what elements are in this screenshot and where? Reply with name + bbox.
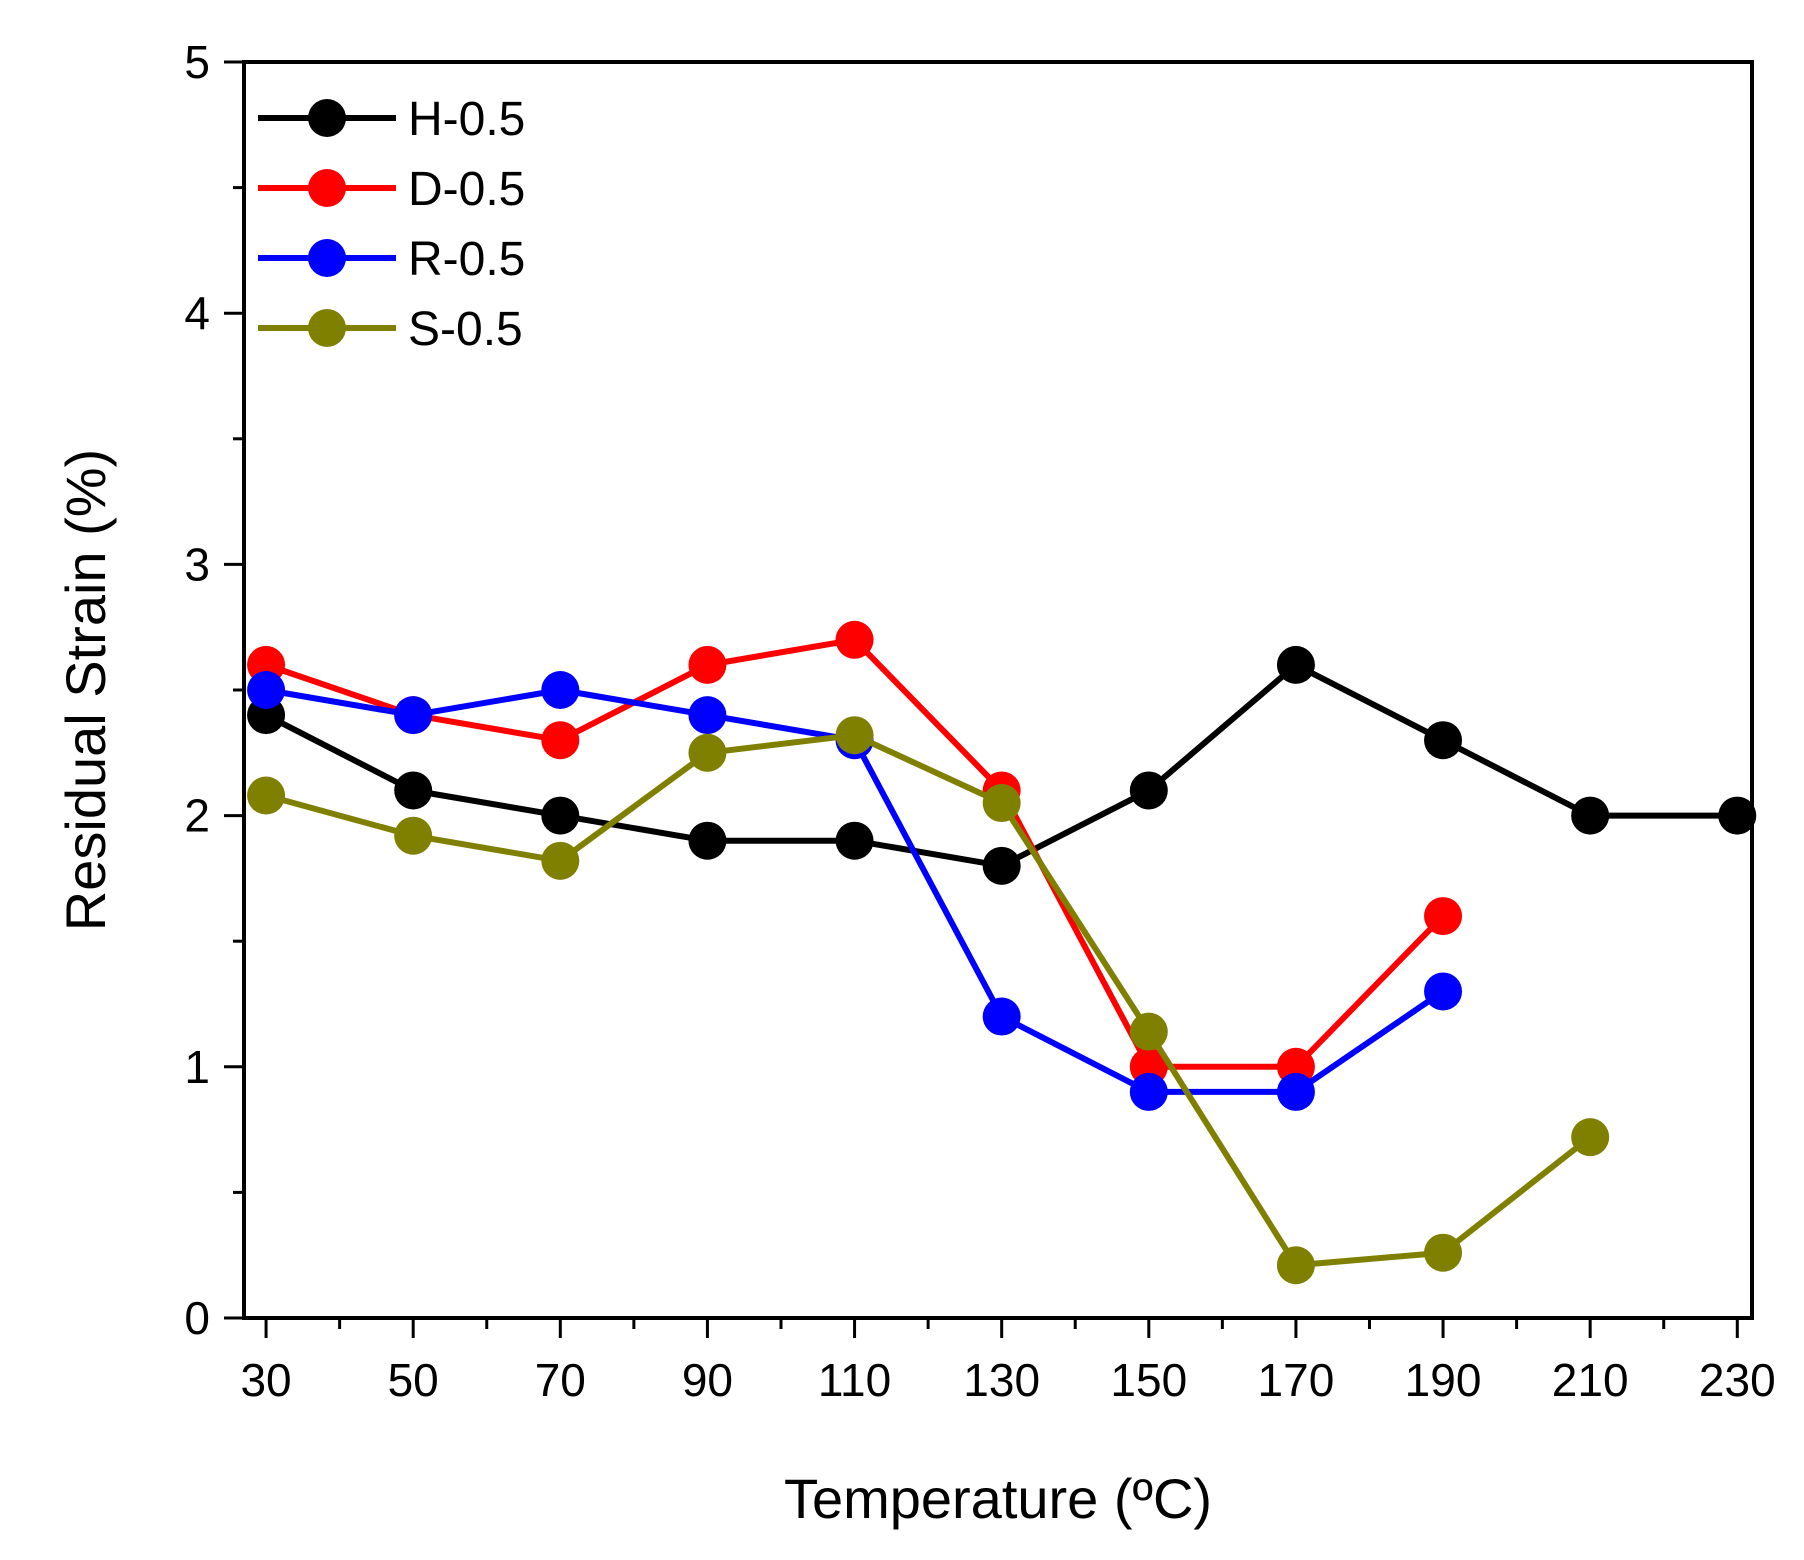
legend-label: D-0.5 xyxy=(408,163,525,216)
legend-marker xyxy=(308,99,346,137)
data-point xyxy=(394,816,433,855)
x-tick-label: 130 xyxy=(963,1354,1040,1406)
y-tick-label: 0 xyxy=(184,1292,210,1344)
series-S-0.5 xyxy=(247,716,1610,1285)
legend-marker xyxy=(308,309,346,347)
data-point xyxy=(394,771,433,810)
data-point xyxy=(688,733,727,772)
y-tick-label: 5 xyxy=(184,36,210,88)
data-point xyxy=(1424,972,1463,1011)
data-point xyxy=(1129,771,1168,810)
data-point xyxy=(1129,1072,1168,1111)
data-point xyxy=(541,841,580,880)
data-point xyxy=(982,846,1021,885)
data-point xyxy=(394,696,433,735)
x-axis-title: Temperature (ºC) xyxy=(784,1467,1212,1530)
data-point xyxy=(1129,1012,1168,1051)
x-tick-label: 30 xyxy=(240,1354,291,1406)
legend-item: H-0.5 xyxy=(258,93,525,146)
data-point xyxy=(1424,897,1463,936)
data-point xyxy=(1571,796,1610,835)
data-point xyxy=(1424,721,1463,760)
x-tick-label: 110 xyxy=(818,1354,891,1406)
x-tick-label: 90 xyxy=(682,1354,733,1406)
data-point xyxy=(541,796,580,835)
x-tick-label: 150 xyxy=(1110,1354,1187,1406)
x-tick-label: 50 xyxy=(388,1354,439,1406)
data-point xyxy=(1276,1072,1315,1111)
x-tick-label: 190 xyxy=(1405,1354,1482,1406)
x-tick-label: 230 xyxy=(1699,1354,1776,1406)
legend-marker xyxy=(308,239,346,277)
data-point xyxy=(982,784,1021,823)
data-point xyxy=(688,645,727,684)
y-axis: 0 1 2 3 4 5 xyxy=(184,36,244,1344)
series-H-0.5 xyxy=(247,645,1757,885)
data-point xyxy=(247,671,286,709)
series-line xyxy=(265,732,1593,1269)
data-point xyxy=(1276,645,1315,684)
legend: H-0.5 D-0.5 R-0.5 S-0.5 xyxy=(258,93,525,356)
series-layer xyxy=(247,620,1757,1285)
data-point xyxy=(688,821,727,860)
legend-item: D-0.5 xyxy=(258,163,525,216)
legend-item: R-0.5 xyxy=(258,233,525,286)
x-axis: 30 50 70 90 110 130 150 170 190 210 230 xyxy=(240,1318,1776,1406)
data-point xyxy=(835,716,874,755)
data-point xyxy=(982,997,1021,1036)
x-tick-label: 210 xyxy=(1552,1354,1629,1406)
legend-item: S-0.5 xyxy=(258,303,523,356)
data-point xyxy=(1718,796,1757,835)
legend-label: H-0.5 xyxy=(408,93,525,146)
y-tick-label: 4 xyxy=(184,287,210,339)
legend-marker xyxy=(308,169,346,207)
data-point xyxy=(541,671,580,709)
x-tick-label: 170 xyxy=(1258,1354,1335,1406)
data-point xyxy=(835,620,874,659)
y-tick-label: 3 xyxy=(184,538,210,590)
data-point xyxy=(247,776,286,815)
y-axis-title: Residual Strain (%) xyxy=(54,449,117,931)
data-point xyxy=(1424,1233,1463,1272)
data-point xyxy=(835,821,874,860)
legend-label: S-0.5 xyxy=(408,303,523,356)
data-point xyxy=(1276,1246,1315,1285)
legend-label: R-0.5 xyxy=(408,233,525,286)
y-tick-label: 1 xyxy=(184,1041,210,1093)
data-point xyxy=(688,696,727,735)
y-tick-label: 2 xyxy=(184,790,210,842)
data-point xyxy=(1571,1118,1610,1157)
x-tick-label: 70 xyxy=(535,1354,586,1406)
data-point xyxy=(541,721,580,760)
